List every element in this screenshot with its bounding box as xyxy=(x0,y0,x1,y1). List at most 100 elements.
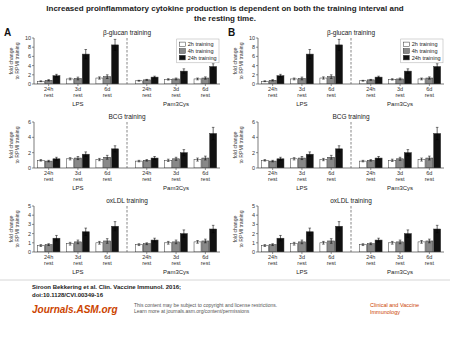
error-bar-cap xyxy=(47,81,50,82)
error-bar-cap xyxy=(167,80,170,81)
error-bar xyxy=(369,79,372,81)
footer-copyright: This content may be subject to copyright… xyxy=(134,302,277,314)
text-line: rest xyxy=(171,176,181,182)
error-bar-cap xyxy=(212,139,215,140)
error-bar-cap xyxy=(212,232,215,233)
y-tick-label: 2 xyxy=(252,231,255,237)
bar xyxy=(210,229,217,252)
x-tick-label: 6drest xyxy=(201,86,211,98)
text-line: rest xyxy=(44,176,54,182)
error-bar xyxy=(175,240,178,244)
error-bar xyxy=(428,156,431,160)
y-tick xyxy=(32,74,34,75)
text-line: rest xyxy=(201,260,211,266)
bar xyxy=(151,77,158,84)
y-tick-label: 2 xyxy=(28,72,31,78)
figure-title: Increased proinflammatory cytokine produ… xyxy=(46,4,403,23)
error-bar-stem xyxy=(421,158,422,161)
error-bar-stem xyxy=(48,244,49,246)
error-bar-cap xyxy=(362,160,365,161)
error-bar-cap xyxy=(428,159,431,160)
error-bar-cap xyxy=(138,243,141,244)
bar xyxy=(397,79,404,84)
error-bar-cap xyxy=(153,78,156,79)
y-axis-label: fold changeto RPMI training xyxy=(8,42,20,79)
error-bar-cap xyxy=(40,159,43,160)
legend-frame xyxy=(177,39,219,63)
error-bar xyxy=(138,80,141,82)
error-bar-cap xyxy=(98,76,101,77)
error-bar-cap xyxy=(153,156,156,157)
error-bar-cap xyxy=(338,221,341,222)
y-axis-label: fold changeto RPMI training xyxy=(232,42,245,79)
error-bar-cap xyxy=(153,241,156,242)
x-tick-label: 3drest xyxy=(297,254,307,266)
x-tick-label: 6drest xyxy=(327,86,337,98)
error-bar-cap xyxy=(391,241,394,242)
error-bar xyxy=(420,158,423,161)
error-bar-cap xyxy=(40,80,43,81)
text-line: fold change xyxy=(232,47,238,74)
y-tick xyxy=(256,137,258,138)
text-line: rest xyxy=(142,92,152,98)
error-bar-cap xyxy=(362,245,365,246)
error-bar-cap xyxy=(175,78,178,79)
bar xyxy=(53,159,60,168)
error-bar-cap xyxy=(322,160,325,161)
x-tick-label: 24hrest xyxy=(44,170,54,182)
error-bar-cap xyxy=(436,139,439,140)
text-line: fold change xyxy=(8,215,14,242)
error-bar-cap xyxy=(153,76,156,77)
error-bar-cap xyxy=(264,159,267,160)
error-bar xyxy=(204,239,207,243)
x-tick-label: 3drest xyxy=(171,254,181,266)
y-tick xyxy=(256,47,258,48)
error-bar-cap xyxy=(106,155,109,156)
error-bar-cap xyxy=(114,221,117,222)
error-bar-stem xyxy=(407,69,408,74)
error-bar-cap xyxy=(391,80,394,81)
error-bar-cap xyxy=(145,159,148,160)
x-tick-label: 3drest xyxy=(297,86,307,98)
y-tick-label: 2 xyxy=(28,231,31,237)
error-bar xyxy=(40,245,43,247)
footer-journal-name: Clinical and VaccineImmunology xyxy=(370,302,419,315)
text-line: Clinical and Vaccine xyxy=(370,302,419,308)
bar xyxy=(165,160,172,168)
error-bar-stem xyxy=(294,78,295,80)
error-bar-stem xyxy=(99,158,100,160)
y-tick-label: 6 xyxy=(252,53,255,59)
text-line: rest xyxy=(73,92,83,98)
error-bar xyxy=(301,77,304,80)
error-bar xyxy=(407,230,410,237)
text-line: 4 xyxy=(252,134,255,140)
error-bar-cap xyxy=(84,156,87,157)
bar xyxy=(37,81,44,84)
error-bar-stem xyxy=(309,152,310,157)
error-bar-cap xyxy=(338,151,341,152)
figure: Increased proinflammatory cytokine produ… xyxy=(0,0,450,338)
text-line: 4 xyxy=(28,212,31,218)
error-bar xyxy=(77,77,80,80)
error-bar xyxy=(98,77,101,79)
error-bar xyxy=(55,74,58,77)
text-line: LPS xyxy=(296,185,307,191)
bar xyxy=(210,67,217,84)
error-bar-cap xyxy=(428,242,431,243)
error-bar-cap xyxy=(436,69,439,70)
error-bar-stem xyxy=(40,245,41,247)
bar xyxy=(367,80,374,84)
y-axis-line xyxy=(34,38,35,84)
x-tick-label: 24hrest xyxy=(44,86,54,98)
error-bar-stem xyxy=(183,230,184,237)
error-bar-cap xyxy=(330,159,333,160)
text-line: Pam3Cys xyxy=(163,185,189,191)
error-bar xyxy=(98,241,101,244)
error-bar-stem xyxy=(56,157,57,160)
error-bar-cap xyxy=(138,80,141,81)
error-bar xyxy=(212,64,215,70)
legend-label: 4h training xyxy=(188,48,214,54)
legend-label: 2h training xyxy=(412,41,438,47)
y-axis-label: fold changeto RPMI training xyxy=(8,210,20,247)
bar xyxy=(45,245,52,252)
